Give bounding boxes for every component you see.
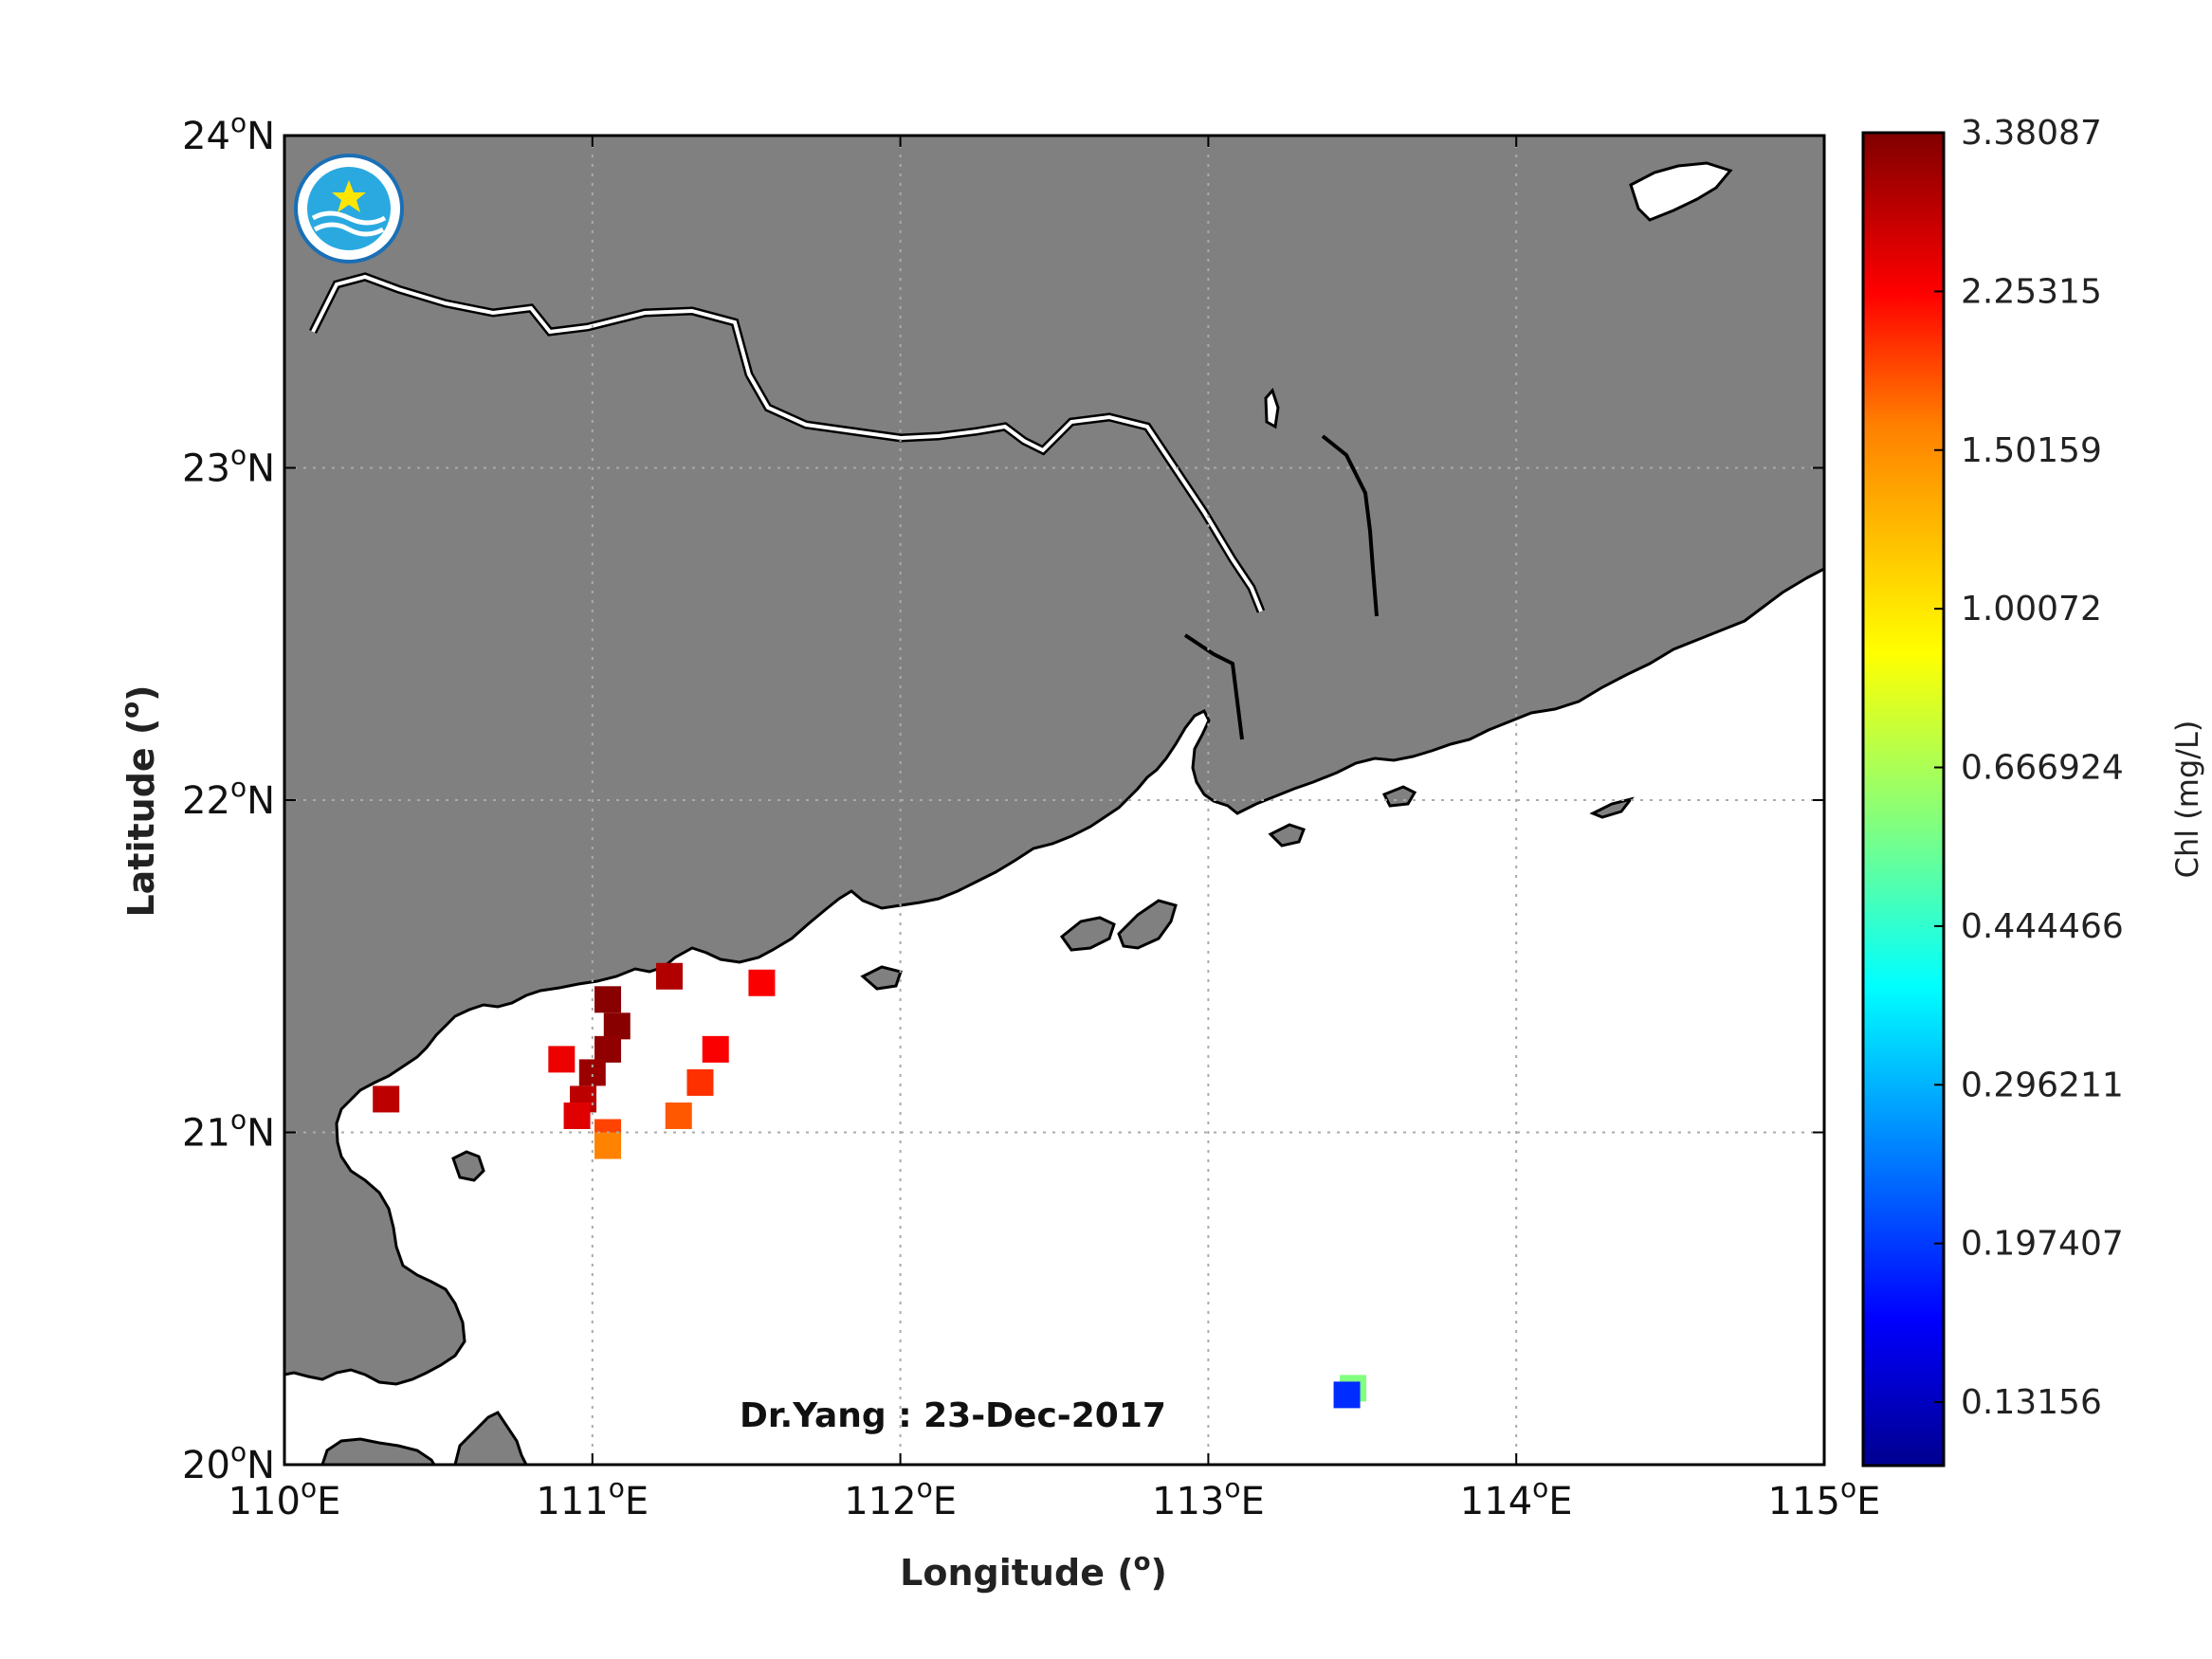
- colorbar-tick-labels: 3.38087 2.25315 1.50159 1.00072 0.666924 0.44…: [1934, 114, 2124, 1422]
- island-east-chain: [1589, 796, 1635, 819]
- chlorophyll-cell: [603, 1012, 631, 1040]
- x-tick-label: 111oE: [536, 1472, 649, 1523]
- chlorophyll-cell: [373, 1085, 400, 1113]
- river-west-branch: [1183, 633, 1244, 740]
- colorbar-tick-label: 0.444466: [1961, 907, 2124, 946]
- grid-lines: [284, 136, 1824, 1465]
- island-hailing: [860, 965, 903, 991]
- island-south-left: [320, 1437, 436, 1465]
- x-tick-label: 114oE: [1460, 1472, 1573, 1523]
- island-south-mid: [453, 1411, 528, 1465]
- reservoir-northeast: [1629, 161, 1733, 222]
- colorbar-tick-label: 1.00072: [1961, 590, 2102, 629]
- state-oceanic-administration-logo: [294, 154, 404, 264]
- colorbar-title: Chl (mg/L): [2169, 720, 2205, 879]
- colorbar-tick-label: 1.50159: [1961, 431, 2102, 470]
- island-xiachuan: [1117, 899, 1178, 950]
- colorbar-tick-label: 0.296211: [1961, 1066, 2124, 1104]
- mainland-land: [284, 136, 1824, 1386]
- land-layer: [284, 136, 1824, 1465]
- lake-feature: [1264, 388, 1280, 429]
- colorbar-tick-label: 3.38087: [1961, 114, 2102, 153]
- x-axis-title: Longitude (o): [900, 1548, 1167, 1594]
- colorbar-tick-label: 0.666924: [1961, 749, 2124, 788]
- x-tick-labels: 110oE 111oE 112oE 113oE 114oE 115oE: [229, 136, 1881, 1523]
- chlorophyll-cell: [578, 1059, 606, 1086]
- x-tick-label: 115oE: [1768, 1472, 1881, 1523]
- y-tick-labels: 20oN 21oN 22oN 23oN 24oN: [182, 107, 1824, 1487]
- y-tick-label: 22oN: [182, 772, 275, 823]
- chlorophyll-cell: [563, 1102, 591, 1129]
- y-tick-label: 23oN: [182, 440, 275, 491]
- chlorophyll-cell: [594, 986, 622, 1013]
- chlorophyll-cell: [594, 1132, 622, 1159]
- colorbar-tick-label: 0.197407: [1961, 1225, 2124, 1264]
- chlorophyll-cell: [748, 969, 776, 996]
- chlorophyll-cell: [594, 1035, 622, 1063]
- river-north-branch: [1321, 434, 1379, 617]
- y-axis-title: Latitude (o): [117, 684, 162, 917]
- chlorophyll-cell: [665, 1102, 692, 1129]
- y-tick-label: 24oN: [182, 107, 275, 158]
- chlorophyll-cell: [686, 1068, 714, 1096]
- colorbar-tick-label: 0.13156: [1961, 1383, 2102, 1422]
- x-tick-label: 112oE: [844, 1472, 957, 1523]
- y-tick-label: 21oN: [182, 1104, 275, 1156]
- chlorophyll-cell: [1333, 1381, 1361, 1409]
- x-tick-label: 110oE: [229, 1472, 341, 1523]
- chlorophyll-cell: [548, 1046, 576, 1073]
- chlorophyll-layer: [373, 962, 1367, 1409]
- chlorophyll-cell: [702, 1035, 729, 1063]
- island-wanshan: [1381, 785, 1417, 808]
- x-tick-label: 113oE: [1152, 1472, 1265, 1523]
- chlorophyll-cell: [656, 962, 683, 990]
- island-lantau: [1268, 823, 1306, 848]
- river-xijiang-inner: [311, 274, 1263, 612]
- colorbar-tick-label: 2.25315: [1961, 272, 2102, 311]
- island-weizhou: [451, 1150, 485, 1182]
- island-shangchuan: [1059, 916, 1116, 952]
- y-tick-label: 20oN: [182, 1436, 275, 1487]
- colorbar: [1861, 131, 1946, 1468]
- rivers-layer: [308, 161, 1733, 740]
- map-annotation: Dr.Yang : 23-Dec-2017: [740, 1396, 1166, 1435]
